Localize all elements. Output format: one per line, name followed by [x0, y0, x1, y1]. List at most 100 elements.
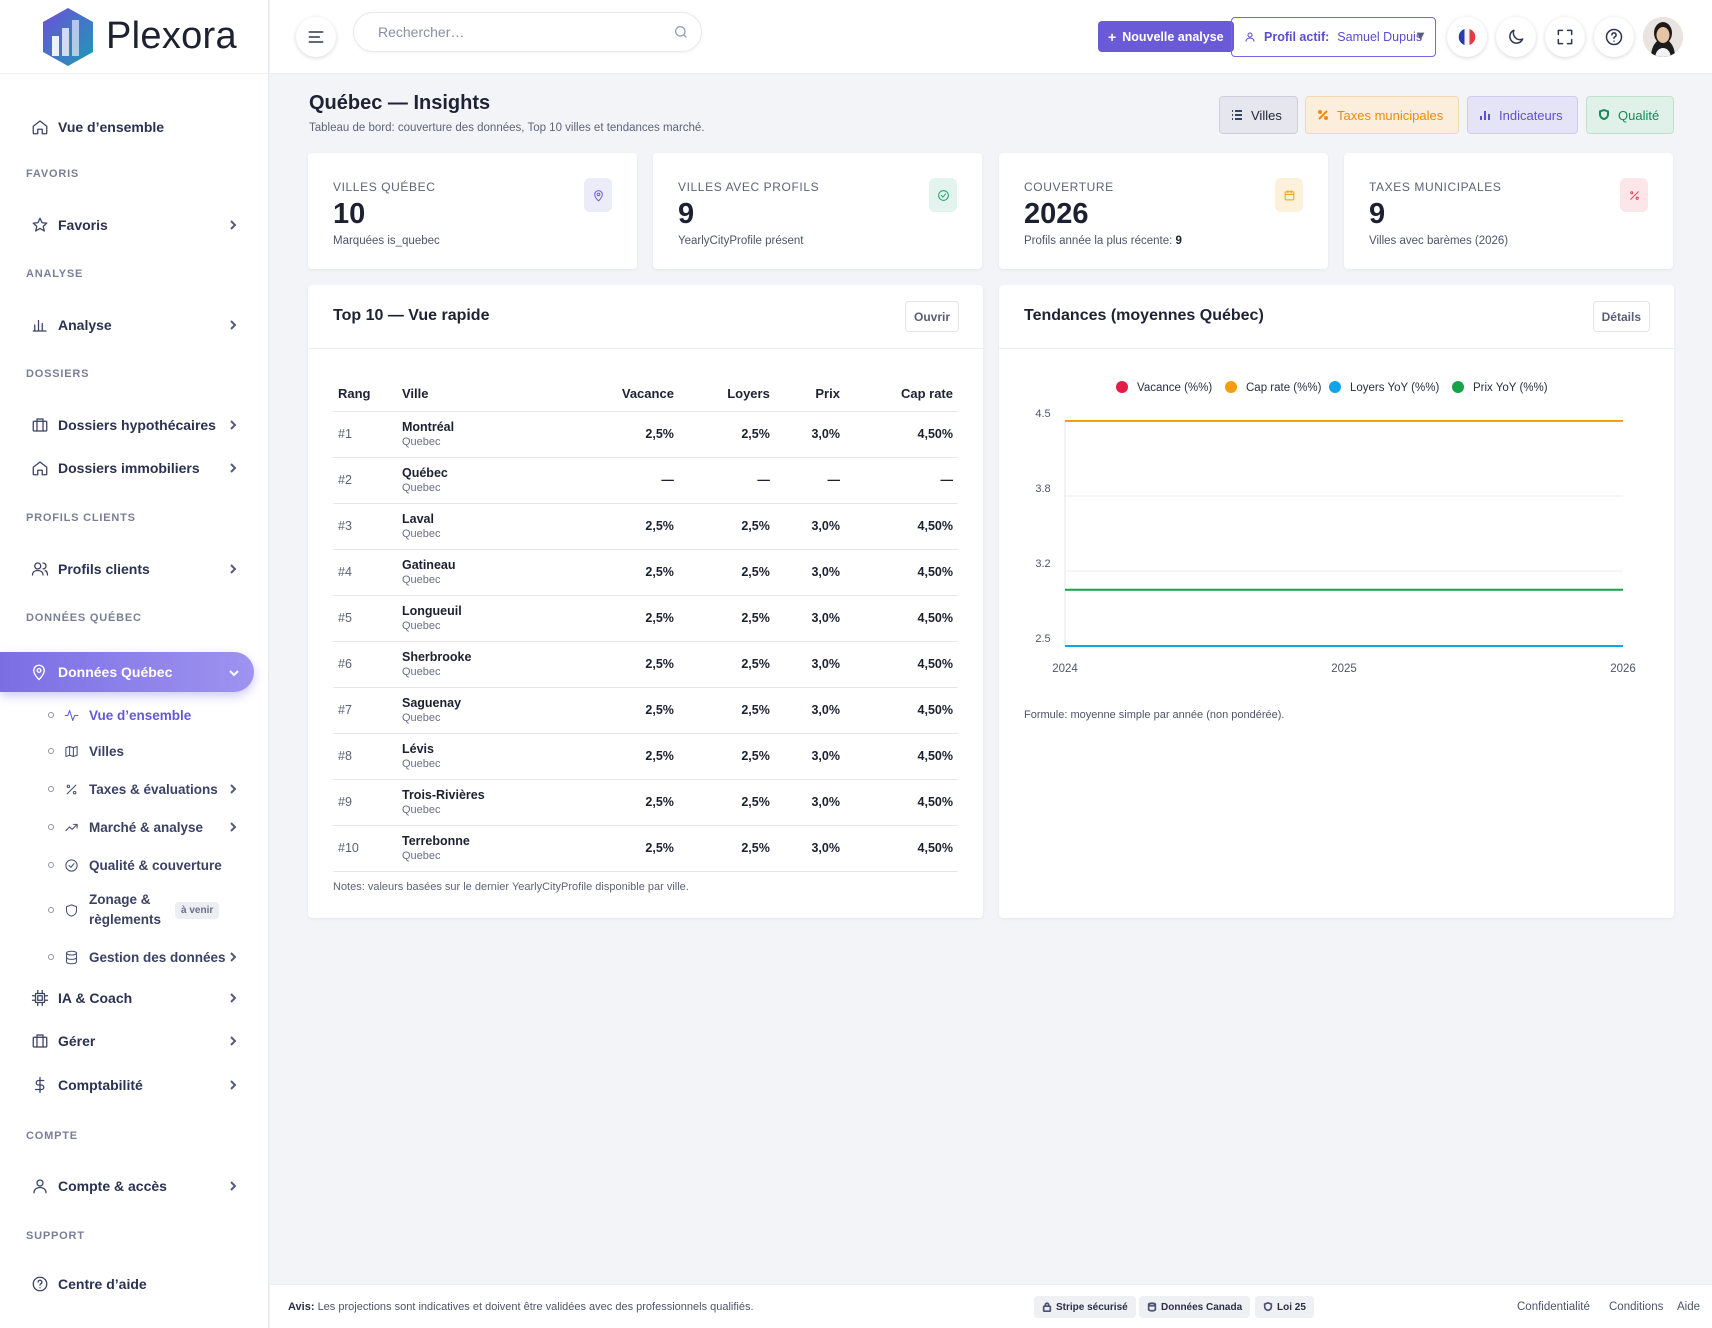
- activity-icon: [64, 707, 80, 723]
- city-name[interactable]: Longueuil: [402, 604, 462, 618]
- kpi-sub: YearlyCityProfile présent: [678, 235, 804, 247]
- table-row[interactable]: #8 Lévis Quebec 2,5% 2,5% 3,0% 4,50%: [333, 733, 958, 780]
- city-cell: Terrebonne Quebec: [397, 825, 566, 872]
- city-cell: Lévis Quebec: [397, 733, 566, 780]
- vacance-cell: 2,5%: [565, 779, 679, 826]
- brand[interactable]: Plexora: [0, 0, 268, 74]
- table-row[interactable]: #3 Laval Quebec 2,5% 2,5% 3,0% 4,50%: [333, 503, 958, 550]
- search-input[interactable]: Rechercher…: [353, 12, 702, 52]
- column-header[interactable]: Rang: [333, 377, 397, 412]
- column-header[interactable]: Ville: [397, 377, 566, 412]
- loyers-cell: 2,5%: [678, 641, 775, 688]
- city-name[interactable]: Sherbrooke: [402, 650, 472, 664]
- new-analysis-button[interactable]: + Nouvelle analyse: [1098, 21, 1234, 52]
- subnav-taxes[interactable]: Taxes & évaluations: [0, 774, 269, 804]
- subnav-qualite[interactable]: Qualité & couverture: [0, 850, 269, 880]
- open-button[interactable]: Ouvrir: [904, 301, 959, 332]
- y-tick-label: 4.5: [1035, 408, 1050, 420]
- city-name[interactable]: Québec: [402, 466, 448, 480]
- city-name[interactable]: Gatineau: [402, 558, 456, 572]
- city-name[interactable]: Saguenay: [402, 696, 462, 710]
- city-name[interactable]: Lévis: [402, 742, 434, 756]
- kpi-card-villes-profils: VILLES AVEC PROFILS 9 YearlyCityProfile …: [653, 153, 982, 269]
- sidebar-item-ia-coach[interactable]: IA & Coach: [0, 978, 269, 1018]
- prix-cell: 3,0%: [774, 503, 845, 550]
- legend-label: Vacance (%%): [1137, 382, 1212, 394]
- subnav-vue-ensemble[interactable]: Vue d’ensemble: [0, 700, 269, 730]
- subnav-zonage[interactable]: Zonage & règlements à venir: [0, 890, 269, 930]
- city-cell: Trois-Rivières Quebec: [397, 779, 566, 826]
- city-name[interactable]: Montréal: [402, 420, 455, 434]
- qualite-button[interactable]: Qualité: [1586, 96, 1674, 134]
- table-row[interactable]: #5 Longueuil Quebec 2,5% 2,5% 3,0% 4,50%: [333, 595, 958, 642]
- kpi-sub: Profils année la plus récente: 9: [1024, 235, 1182, 247]
- villes-button[interactable]: Villes: [1219, 96, 1298, 134]
- cap-rate-cell: 4,50%: [844, 641, 958, 688]
- help-button[interactable]: [1594, 17, 1634, 57]
- active-profile-select[interactable]: Profil actif: Samuel Dupuis ▼: [1231, 17, 1436, 57]
- kpi-card-villes-quebec: VILLES QUÉBEC 10 Marquées is_quebec: [308, 153, 637, 269]
- table-row[interactable]: #2 Québec Quebec — — — —: [333, 457, 958, 504]
- sidebar-item-aide[interactable]: Centre d’aide: [0, 1264, 269, 1304]
- menu-toggle-button[interactable]: [296, 17, 336, 57]
- indicateurs-label: Indicateurs: [1499, 107, 1563, 123]
- column-header[interactable]: Loyers: [678, 377, 775, 412]
- language-button[interactable]: [1447, 17, 1487, 57]
- indicateurs-button[interactable]: Indicateurs: [1467, 96, 1578, 134]
- database-icon: [64, 949, 80, 965]
- taxes-municipales-button[interactable]: Taxes municipales: [1305, 96, 1459, 134]
- sidebar-item-compte[interactable]: Compte & accès: [0, 1166, 269, 1206]
- province-name: Quebec: [402, 482, 441, 494]
- chevron-right-icon: [227, 218, 239, 230]
- bar-chart-icon: [1480, 111, 1490, 120]
- column-header[interactable]: Cap rate: [844, 377, 958, 412]
- search-icon[interactable]: [673, 24, 689, 43]
- home-icon: [30, 458, 50, 478]
- loyers-cell: 2,5%: [678, 411, 775, 458]
- sidebar-item-overview[interactable]: Vue d’ensemble: [0, 107, 269, 147]
- table-row[interactable]: #4 Gatineau Quebec 2,5% 2,5% 3,0% 4,50%: [333, 549, 958, 596]
- sidebar-item-label: Profils clients: [58, 561, 150, 577]
- footer-link-conditions[interactable]: Conditions: [1609, 1301, 1664, 1313]
- subnav-villes[interactable]: Villes: [0, 736, 269, 766]
- sidebar-item-analyse[interactable]: Analyse: [0, 305, 269, 345]
- city-name[interactable]: Laval: [402, 512, 434, 526]
- loyers-cell: —: [678, 457, 775, 504]
- bullet-icon: [48, 907, 54, 913]
- avatar[interactable]: [1643, 17, 1683, 57]
- chevron-right-icon: [227, 1034, 239, 1046]
- column-header[interactable]: Prix: [774, 377, 845, 412]
- percent-icon: [1620, 178, 1648, 212]
- sidebar-item-dossiers-hypothecaires[interactable]: Dossiers hypothécaires: [0, 405, 269, 445]
- x-tick-label: 2024: [1052, 663, 1078, 675]
- subnav-gestion[interactable]: Gestion des données: [0, 942, 269, 972]
- sidebar-item-profils-clients[interactable]: Profils clients: [0, 549, 269, 589]
- top10-panel: Top 10 — Vue rapide Ouvrir Rang Ville Va…: [308, 285, 983, 918]
- city-name[interactable]: Trois-Rivières: [402, 788, 485, 802]
- x-tick-label: 2025: [1331, 663, 1357, 675]
- fullscreen-button[interactable]: [1545, 17, 1585, 57]
- table-row[interactable]: #10 Terrebonne Quebec 2,5% 2,5% 3,0% 4,50%: [333, 825, 958, 872]
- table-row[interactable]: #1 Montréal Quebec 2,5% 2,5% 3,0% 4,50%: [333, 411, 958, 458]
- sidebar-item-favoris[interactable]: Favoris: [0, 205, 269, 245]
- table-row[interactable]: #7 Saguenay Quebec 2,5% 2,5% 3,0% 4,50%: [333, 687, 958, 734]
- loyers-cell: 2,5%: [678, 687, 775, 734]
- theme-toggle-button[interactable]: [1496, 17, 1536, 57]
- subnav-marche[interactable]: Marché & analyse: [0, 812, 269, 842]
- sidebar-item-gerer[interactable]: Gérer: [0, 1021, 269, 1061]
- prix-cell: 3,0%: [774, 733, 845, 780]
- sidebar-item-label: Gérer: [58, 1033, 96, 1049]
- sidebar-item-donnees-quebec[interactable]: Données Québec: [0, 652, 254, 692]
- table-row[interactable]: #6 Sherbrooke Quebec 2,5% 2,5% 3,0% 4,50%: [333, 641, 958, 688]
- footer-link-confidentialite[interactable]: Confidentialité: [1517, 1301, 1590, 1313]
- footer-link-aide[interactable]: Aide: [1677, 1301, 1701, 1313]
- taxes-label: Taxes municipales: [1337, 107, 1444, 123]
- column-header[interactable]: Vacance: [565, 377, 679, 412]
- sidebar-item-dossiers-immobiliers[interactable]: Dossiers immobiliers: [0, 448, 269, 488]
- subnav-label-line-1: Zonage &: [89, 892, 151, 907]
- table-row[interactable]: #9 Trois-Rivières Quebec 2,5% 2,5% 3,0% 4,50%: [333, 779, 958, 826]
- details-button[interactable]: Détails: [1592, 301, 1650, 332]
- subnav-label: Qualité & couverture: [89, 857, 222, 873]
- sidebar-item-comptabilite[interactable]: Comptabilité: [0, 1065, 269, 1105]
- city-name[interactable]: Terrebonne: [402, 834, 470, 848]
